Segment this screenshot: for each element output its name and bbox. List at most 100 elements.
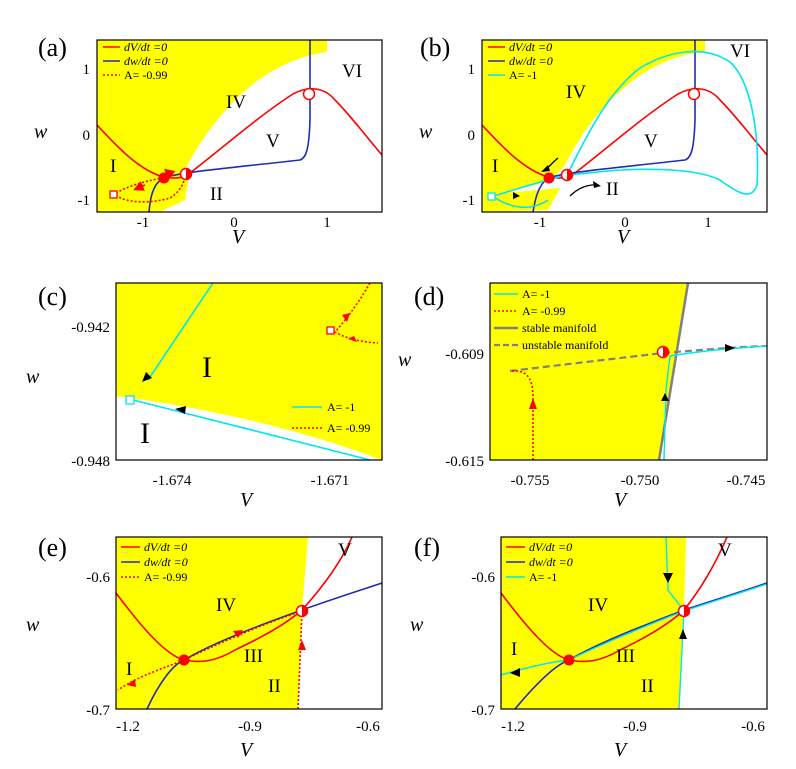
legend-d-1: A= -1 [522, 287, 550, 301]
region-e-II: II [268, 676, 281, 697]
chart-mark [233, 630, 243, 638]
chart-mark: 1 [468, 62, 476, 78]
chart-mark [679, 629, 687, 639]
wnull-curve-b [532, 40, 696, 212]
region-a-V: V [266, 131, 280, 152]
legend-a-3: A= -0.99 [124, 68, 167, 82]
region-a-I: I [110, 156, 116, 177]
xlabel-f: V [614, 739, 629, 761]
legend-d-4: unstable manifold [522, 338, 608, 352]
region-a-VI: VI [342, 61, 362, 82]
legend-a-2: dw/dt =0 [124, 54, 168, 68]
legend-a: dV/dt =0 dw/dt =0 A= -0.99 [103, 40, 168, 82]
chart-mark: -0.6 [356, 719, 380, 735]
panel-label-a: (a) [38, 33, 67, 62]
legend-e: dV/dt =0 dw/dt =0 A= -0.99 [121, 540, 188, 584]
stable-manifold-d [657, 283, 690, 460]
traj-red-a-arrow1 [163, 168, 176, 180]
region-f-II: II [641, 676, 654, 697]
red-traj-c [333, 283, 379, 344]
xlabel-a: V [232, 226, 247, 248]
panel-b: dV/dt =0 dw/dt =0 A= -1 I II IV V VI (b)… [419, 33, 768, 248]
cyan-f-2 [665, 537, 685, 709]
wnull-curve-e [146, 582, 382, 709]
saddle-a-half [186, 168, 192, 180]
legend-d-2: A= -0.99 [522, 304, 565, 318]
chart-mark: -0.942 [71, 320, 110, 336]
focus-a [302, 87, 316, 101]
region-e-IV: IV [216, 595, 236, 616]
legend-f-2: dw/dt =0 [529, 555, 573, 569]
xlabel-e: V [240, 739, 255, 761]
region-b-I: I [492, 156, 498, 177]
chart-mark: -0.615 [445, 454, 484, 470]
ticks-a: -1 0 1 -1 0 1 [78, 62, 331, 231]
wnull-curve-a [148, 40, 311, 212]
panel-a: dV/dt =0 dw/dt =0 A= -0.99 I II IV V VI … [34, 33, 383, 248]
chart-mark [663, 346, 669, 358]
ticks-f: -1.2 -0.9 -0.6 -0.6 -0.7 [471, 570, 765, 735]
chart-mark [175, 406, 186, 414]
legend-d: A= -1 A= -0.99 stable manifold unstable … [494, 287, 608, 352]
legend-e-2: dw/dt =0 [144, 555, 188, 569]
chart-mark: -0.6 [86, 570, 110, 586]
chart-mark: 1 [83, 62, 91, 78]
cyan-f-1 [501, 583, 767, 676]
chart-mark: -1 [78, 193, 91, 209]
chart-mark [501, 537, 767, 709]
focus-b [687, 87, 701, 101]
region-c-I-upper: I [202, 351, 212, 384]
yellow-region-d [490, 283, 688, 460]
legend-b-2: dw/dt =0 [509, 54, 553, 68]
cyan-lower-b [493, 196, 549, 209]
cyan-orbit-b [493, 50, 759, 197]
legend-f: dV/dt =0 dw/dt =0 A= -1 [506, 540, 573, 584]
region-c-I-lower: I [140, 417, 150, 450]
legend-b-1: dV/dt =0 [509, 40, 552, 54]
traj-red-a-arrow2 [133, 181, 146, 191]
chart-mark: -0.6 [741, 719, 765, 735]
legend-e-3: A= -0.99 [144, 570, 187, 584]
chart-mark: -1 [463, 193, 476, 209]
chart-mark: 1 [323, 215, 331, 231]
region-b-V: V [644, 131, 658, 152]
legend-d-3: stable manifold [522, 321, 596, 335]
legend-b-3: A= -1 [509, 68, 537, 82]
region-e-I: I [126, 659, 132, 680]
chart-mark: 0 [468, 128, 476, 144]
chart-mark [490, 283, 767, 460]
chart-mark: -0.755 [511, 473, 550, 489]
region-f-III: III [616, 646, 635, 667]
chart-mark: -0.7 [86, 703, 110, 719]
square-b [487, 192, 496, 201]
vnull-curve-f [501, 537, 728, 663]
white-line-c [132, 401, 367, 460]
chart-mark [298, 640, 306, 650]
chart-mark: 0 [230, 215, 238, 231]
chart-mark: 0 [621, 215, 629, 231]
red-traj-e-1 [297, 611, 303, 709]
region-e-III: III [244, 646, 263, 667]
chart-mark [127, 679, 136, 687]
ticks-c: -1.674 -1.671 -0.942 -0.948 [71, 320, 349, 489]
ylabel-d: w [398, 349, 412, 371]
vnull-curve-b [482, 87, 767, 179]
chart-mark [510, 668, 520, 677]
chart-mark [541, 165, 550, 172]
chart-mark [302, 605, 308, 617]
vnull-curve-a [97, 87, 382, 179]
chart-mark: -0.948 [71, 454, 110, 470]
region-e-V: V [338, 540, 352, 561]
legend-f-3: A= -1 [529, 570, 557, 584]
chart-mark: -1.674 [153, 473, 192, 489]
chart-mark: -0.9 [623, 719, 647, 735]
region-a-IV: IV [226, 92, 246, 113]
stable-node-b [543, 172, 555, 184]
region-b-VI: VI [730, 41, 750, 62]
stable-node-e [178, 654, 190, 666]
axes-frame-f [500, 536, 768, 710]
axes-frame-a [96, 39, 383, 213]
ticks-d: -0.755 -0.750 -0.745 -0.609 -0.615 [445, 347, 765, 489]
chart-mark [663, 573, 673, 583]
